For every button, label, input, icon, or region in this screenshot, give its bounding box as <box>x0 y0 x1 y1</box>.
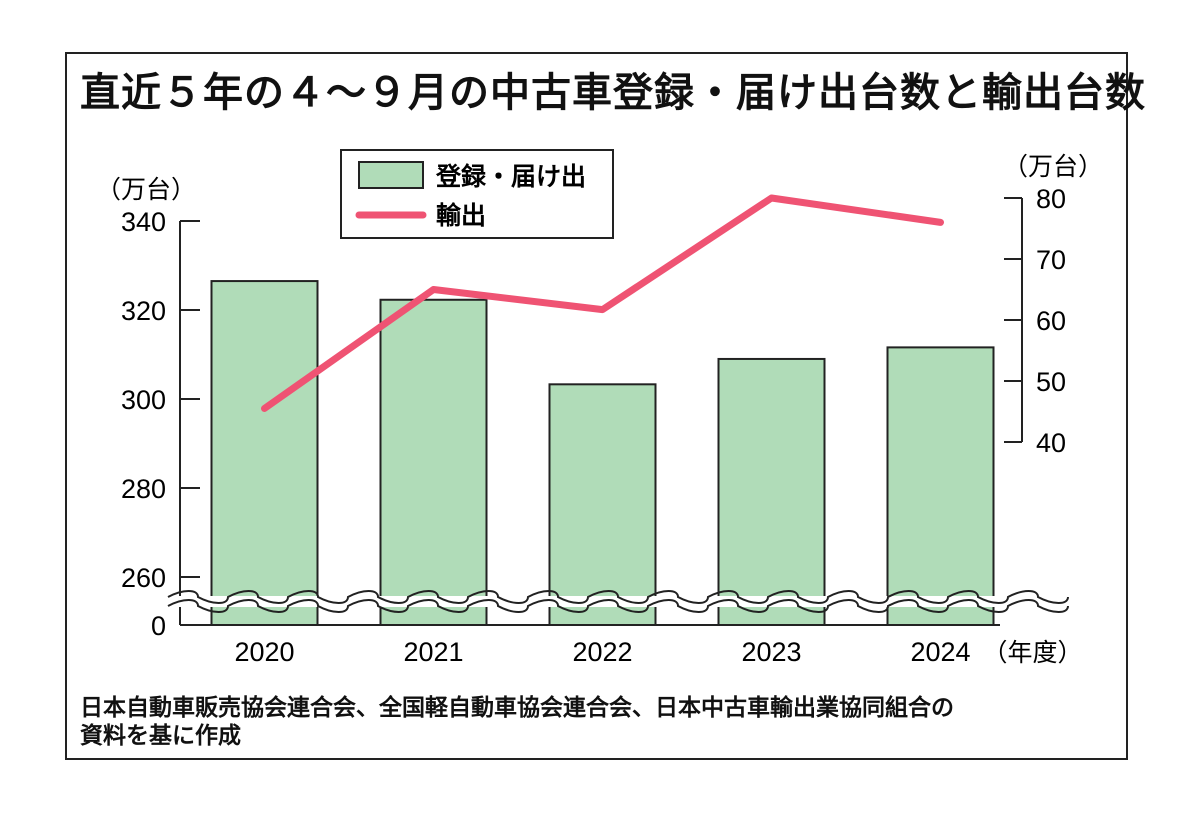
bar-2021 <box>379 298 488 626</box>
bar-2020 <box>210 280 319 626</box>
y-right-tick-label: 70 <box>1036 245 1066 275</box>
y-left-tick-label: 280 <box>121 474 166 504</box>
y-left-tick-label: 300 <box>121 385 166 415</box>
axis-break-wave-top <box>167 590 1069 604</box>
y-left-tick-label: 320 <box>121 296 166 326</box>
export-point-2023 <box>770 197 773 199</box>
bar-2024 <box>886 346 995 626</box>
axis-break-wave-bottom <box>167 599 1069 613</box>
y-right-tick-label: 80 <box>1036 184 1066 214</box>
legend-bar-label: 登録・届け出 <box>435 162 586 191</box>
y-right-tick-label: 60 <box>1036 306 1066 336</box>
export-point-2021 <box>432 288 435 291</box>
x-tick-label: 2024 <box>910 637 970 667</box>
y-left-tick-label: 260 <box>121 563 166 593</box>
x-tick-label: 2022 <box>572 637 632 667</box>
y-right-tick-label: 40 <box>1036 428 1066 458</box>
export-point-2022 <box>601 308 604 311</box>
export-point-2020 <box>263 407 266 410</box>
x-axis-unit: （年度） <box>983 638 1083 667</box>
legend-bar-swatch <box>358 161 424 189</box>
x-tick-label: 2021 <box>403 637 463 667</box>
x-tick-label: 2020 <box>234 637 294 667</box>
y-left-tick-label: 340 <box>121 207 166 237</box>
y-right-tick-label: 50 <box>1036 367 1066 397</box>
bar-2022 <box>548 383 657 626</box>
y-right-unit: （万台） <box>1003 152 1103 181</box>
source-note-line1: 日本自動車販売協会連合会、全国軽自動車協会連合会、日本中古車輸出業協同組合の <box>80 695 954 721</box>
export-point-2024 <box>939 221 942 224</box>
chart-title: 直近５年の４～９月の中古車登録・届け出台数と輸出台数 <box>80 70 1146 116</box>
y-left-unit: （万台） <box>96 175 196 204</box>
bar-2023 <box>717 357 826 626</box>
y-left-tick-label: 0 <box>151 611 166 641</box>
legend-line-label: 輸出 <box>436 201 486 230</box>
source-note-line2: 資料を基に作成 <box>80 723 241 749</box>
x-tick-label: 2023 <box>741 637 801 667</box>
